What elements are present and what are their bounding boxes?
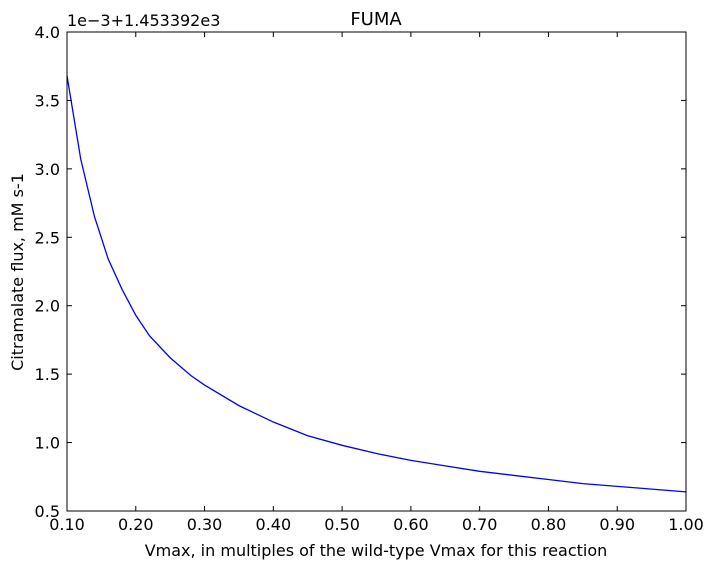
x-axis-label: Vmax, in multiples of the wild-type Vmax… (145, 541, 608, 560)
x-tick-label: 0.70 (462, 515, 498, 534)
y-tick-label: 1.5 (35, 365, 60, 384)
x-tick-label: 1.00 (668, 515, 704, 534)
x-tick-label: 0.80 (531, 515, 567, 534)
y-tick-label: 1.0 (35, 434, 60, 453)
x-tick-label: 0.90 (599, 515, 635, 534)
y-tick-label: 4.0 (35, 23, 60, 42)
y-tick-label: 3.0 (35, 160, 60, 179)
x-tick-label: 0.20 (118, 515, 154, 534)
x-tick-label: 0.10 (49, 515, 85, 534)
series-line-0 (66, 75, 687, 493)
y-tick-label: 3.5 (35, 91, 60, 110)
axis-offset-text: 1e−3+1.453392e3 (67, 11, 220, 30)
y-tick-label: 2.0 (35, 297, 60, 316)
plot-area: 0.10 0.20 0.30 0.40 0.50 0.60 0.70 0.80 0.90 1.00… (35, 23, 704, 534)
x-tick-label: 0.30 (187, 515, 223, 534)
y-tick-label: 2.5 (35, 228, 60, 247)
x-tick-label: 0.60 (393, 515, 429, 534)
x-tick-label: 0.40 (256, 515, 292, 534)
y-axis-label: Citramalate flux, mM s-1 (8, 173, 27, 371)
x-tick-label: 0.50 (324, 515, 360, 534)
plot-frame (66, 31, 687, 512)
y-tick-label: 0.5 (35, 502, 60, 521)
chart-title: FUMA (350, 9, 402, 30)
